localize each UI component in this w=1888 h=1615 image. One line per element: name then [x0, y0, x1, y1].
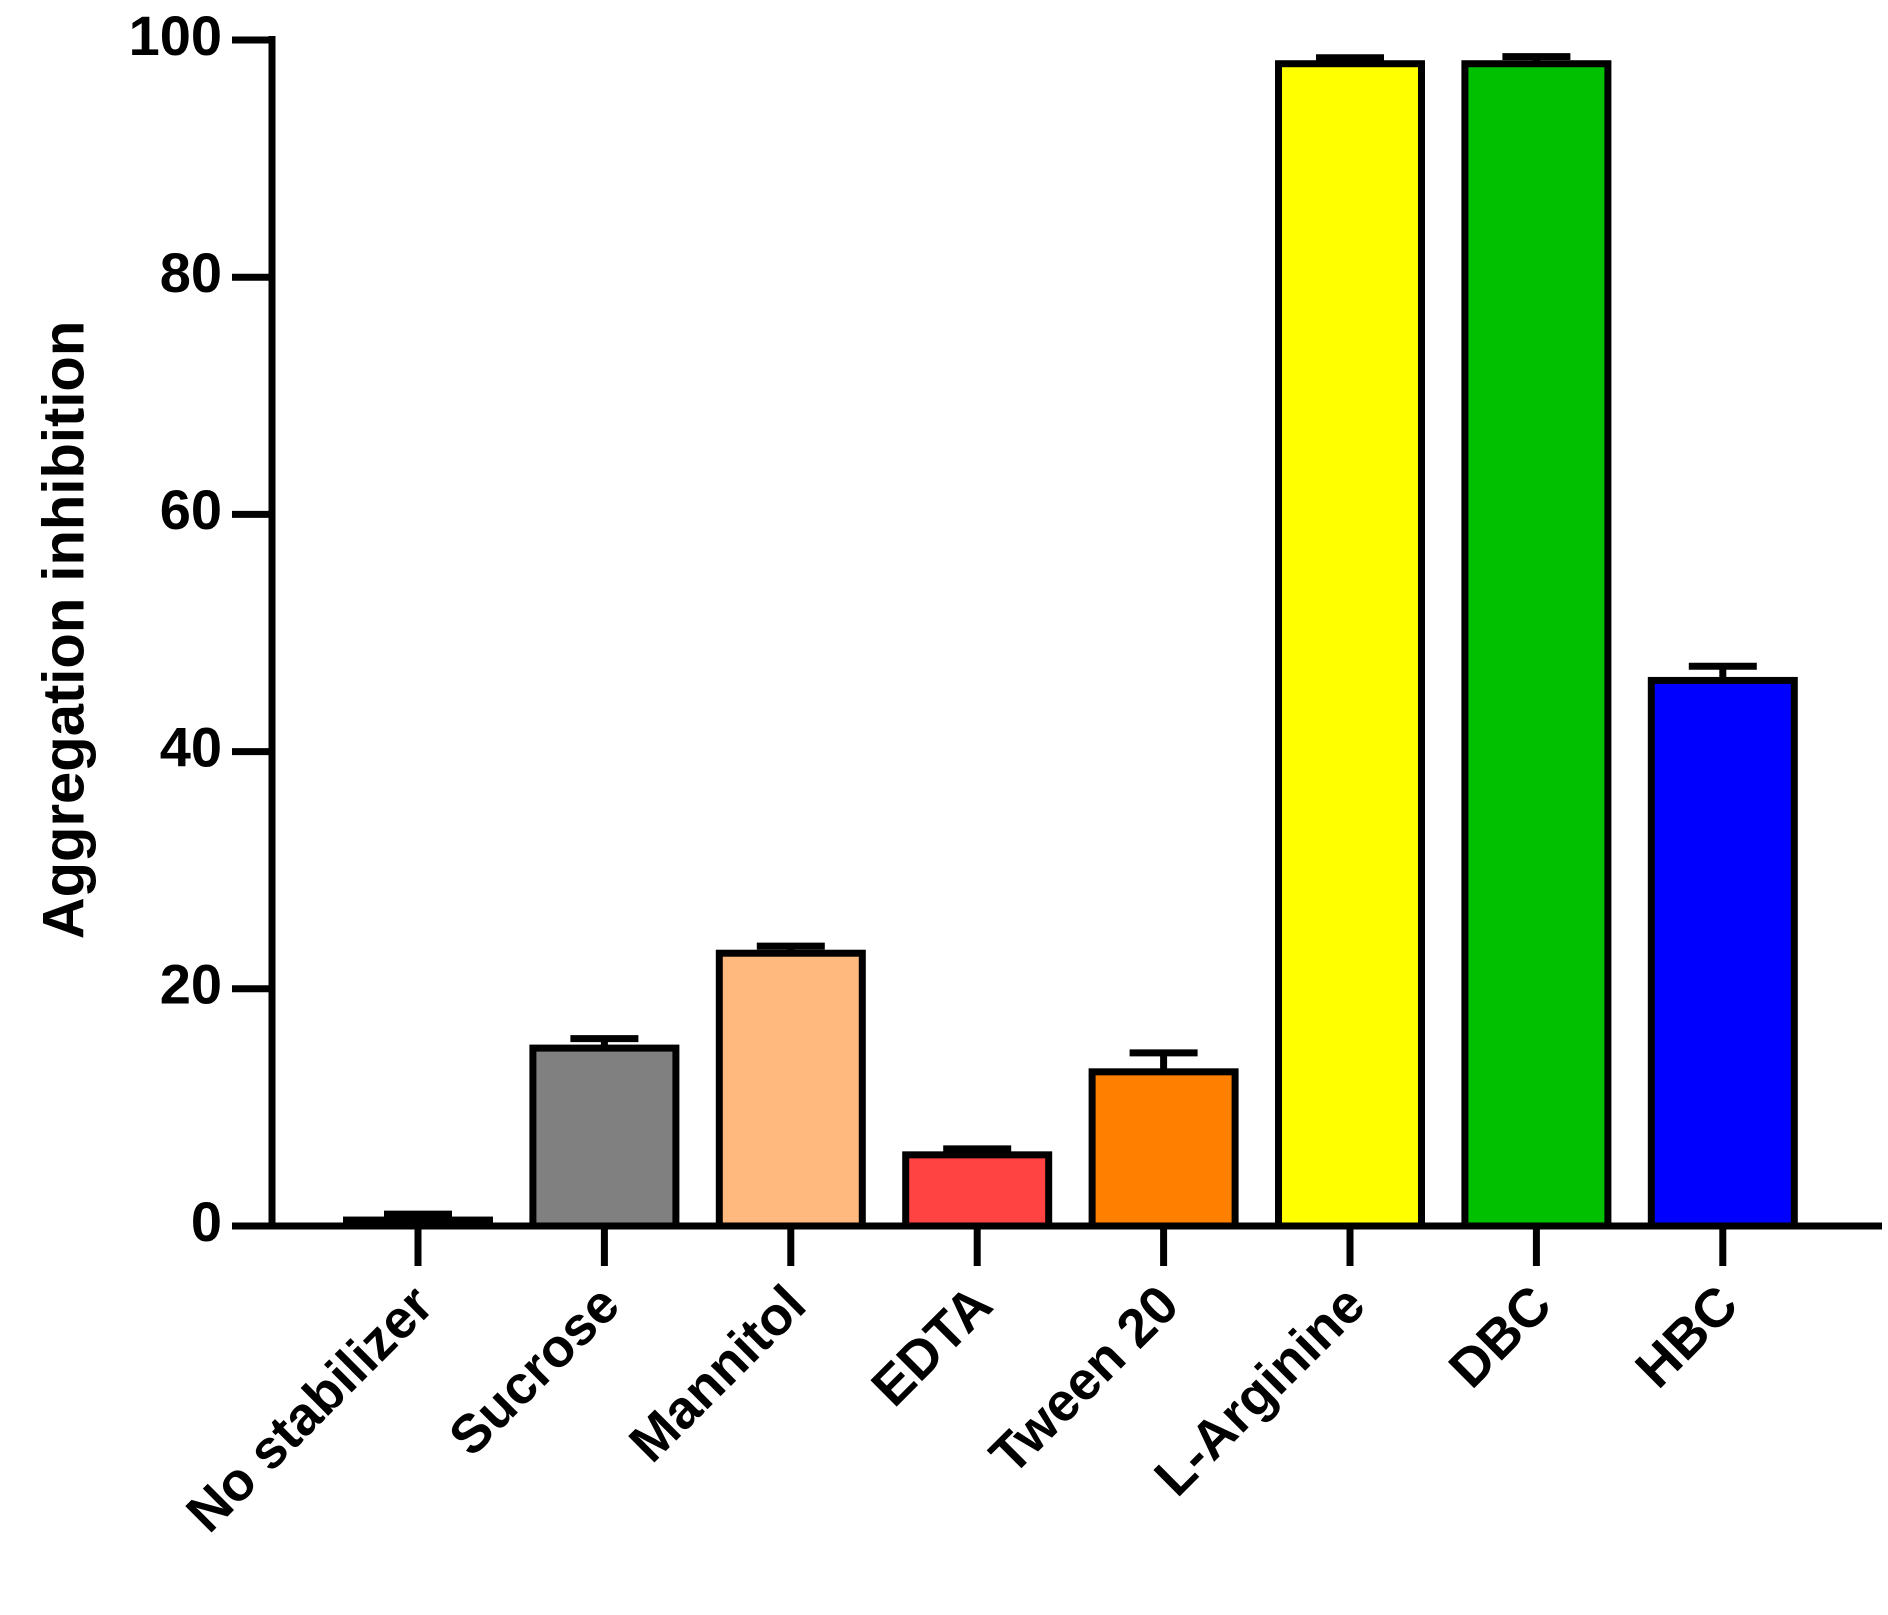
bar — [902, 1151, 1053, 1230]
x-tick-label: DBC — [1438, 1274, 1563, 1399]
y-tick-label: 40 — [160, 715, 222, 778]
bar — [715, 949, 866, 1230]
x-tick-label: EDTA — [860, 1274, 1004, 1418]
y-tick-label: 60 — [160, 478, 222, 541]
x-tick-label: HBC — [1624, 1274, 1749, 1399]
y-tick-label: 80 — [160, 241, 222, 304]
bar — [1461, 60, 1612, 1230]
y-tick-label: 0 — [191, 1190, 222, 1253]
x-tick-label: No stabilizer — [175, 1274, 444, 1543]
x-tick-label: Sucrose — [438, 1274, 631, 1467]
bar — [1647, 676, 1798, 1230]
y-axis-title: Aggregation inhibition — [31, 321, 96, 940]
x-tick-label: Mannitol — [618, 1274, 817, 1473]
bar — [529, 1044, 680, 1230]
y-tick-label: 20 — [160, 953, 222, 1016]
bar — [1088, 1068, 1239, 1230]
y-tick-label: 100 — [129, 4, 222, 67]
bar — [1275, 60, 1425, 1230]
